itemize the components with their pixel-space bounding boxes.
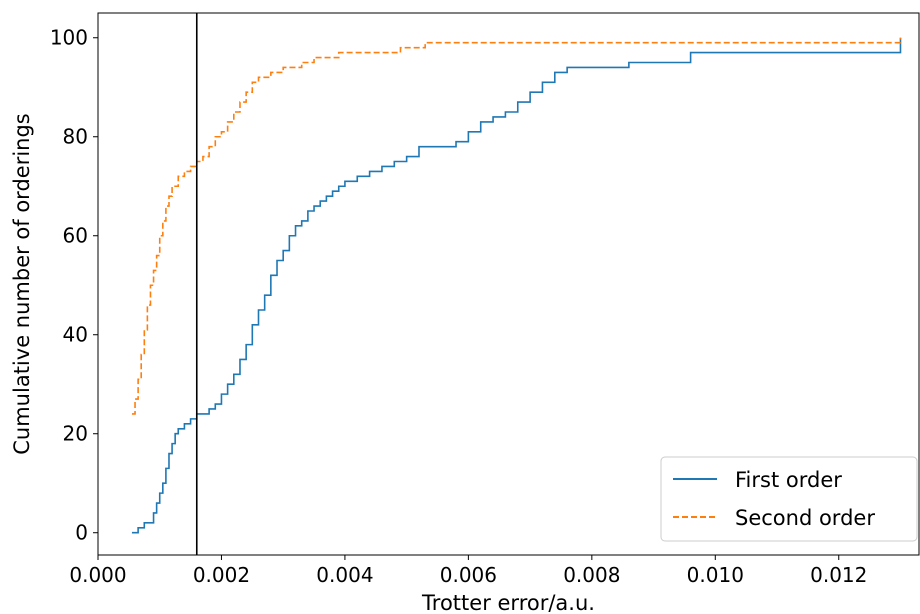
legend-label-second-order: Second order: [735, 506, 875, 530]
axes-frame: [97, 12, 920, 556]
y-tick-label: 80: [63, 125, 88, 149]
x-tick-label: 0.000: [69, 563, 126, 587]
x-axis-label: Trotter error/a.u.: [421, 591, 595, 614]
series-lines: [131, 13, 902, 555]
x-tick-label: 0.008: [563, 563, 620, 587]
axes: [97, 12, 920, 556]
y-axis-label: Cumulative number of orderings: [10, 113, 34, 455]
x-tick-label: 0.006: [440, 563, 497, 587]
legend-box: [660, 456, 918, 542]
series-line-second-order: [131, 37, 902, 415]
y-tick-label: 40: [63, 323, 88, 347]
legend-label-first-order: First order: [735, 468, 842, 492]
y-tick-label: 20: [63, 422, 88, 446]
axis-labels: Trotter error/a.u. Cumulative number of …: [10, 113, 595, 614]
y-tick-label: 60: [63, 224, 88, 248]
tick-marks: 0.000 0.002 0.004 0.006 0.008 0.010 0.012 0 20 40…: [50, 26, 868, 587]
series-line-first-order: [131, 37, 902, 534]
x-tick-label: 0.010: [687, 563, 744, 587]
x-tick-label: 0.002: [193, 563, 250, 587]
y-tick-label: 100: [50, 26, 88, 50]
x-tick-label: 0.004: [316, 563, 373, 587]
y-tick-label: 0: [75, 521, 88, 545]
x-tick-label: 0.012: [810, 563, 867, 587]
legend: First order Second order: [660, 456, 918, 542]
